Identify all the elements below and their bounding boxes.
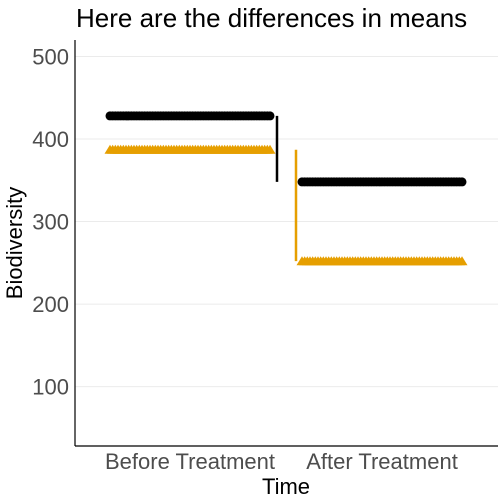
triangle-point-group bbox=[104, 144, 276, 154]
y-axis-label: Biodiversity bbox=[2, 187, 27, 299]
y-tick-label: 400 bbox=[32, 127, 69, 152]
circle-point bbox=[457, 177, 467, 187]
circle-point-group bbox=[297, 177, 467, 187]
y-tick-label: 200 bbox=[32, 292, 69, 317]
y-tick-labels: 100 200 300 400 500 bbox=[32, 45, 69, 400]
x-tick-labels: Before Treatment After Treatment bbox=[105, 449, 458, 474]
gridlines bbox=[75, 56, 498, 388]
x-tick-label: Before Treatment bbox=[105, 449, 275, 474]
circle-point bbox=[265, 111, 275, 121]
x-axis-label: Time bbox=[262, 474, 310, 499]
triangle-point bbox=[264, 144, 276, 154]
y-tick-label: 500 bbox=[32, 45, 69, 70]
triangle-point-group bbox=[296, 256, 468, 266]
y-tick-label: 100 bbox=[32, 375, 69, 400]
x-tick-label: After Treatment bbox=[306, 449, 458, 474]
data-marks bbox=[104, 111, 468, 266]
circle-point-group bbox=[105, 111, 275, 121]
triangle-point bbox=[456, 256, 468, 266]
diff-segments bbox=[275, 115, 298, 262]
chart-title: Here are the differences in means bbox=[76, 3, 467, 33]
y-tick-label: 300 bbox=[32, 210, 69, 235]
